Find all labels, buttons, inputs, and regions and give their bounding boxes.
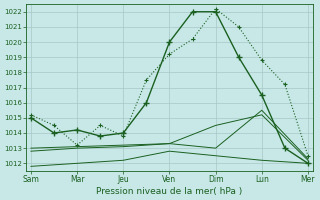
X-axis label: Pression niveau de la mer( hPa ): Pression niveau de la mer( hPa ) (96, 187, 243, 196)
